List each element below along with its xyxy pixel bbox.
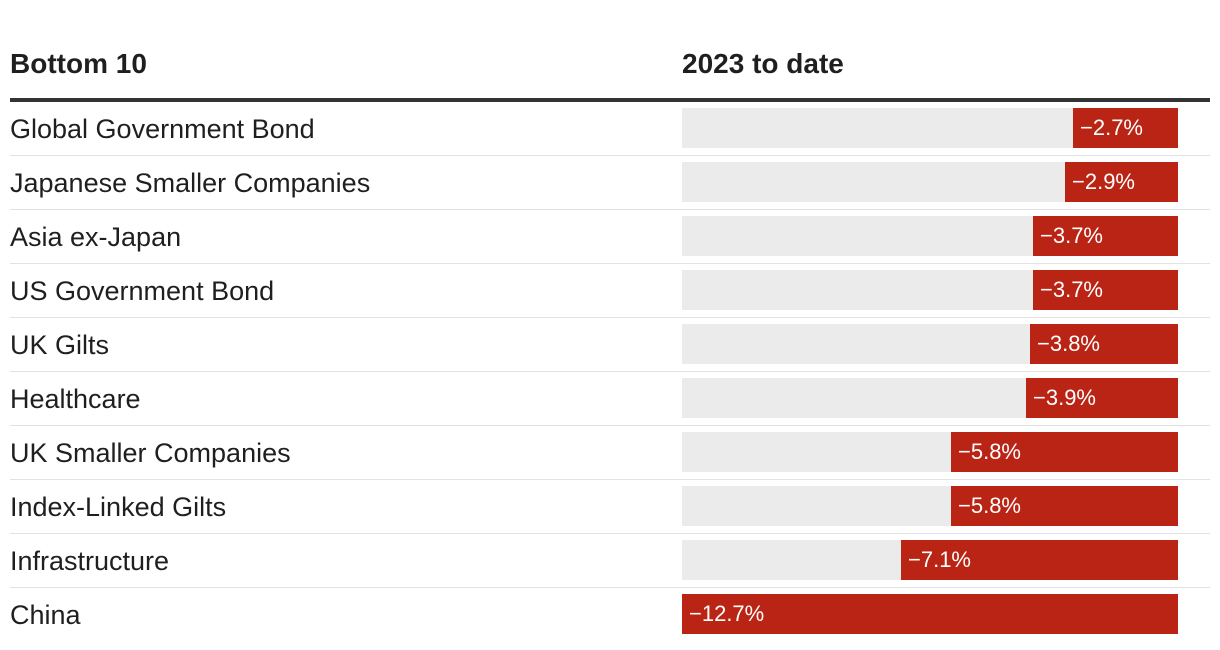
category-label: UK Gilts bbox=[10, 330, 110, 360]
category-label: Index-Linked Gilts bbox=[10, 492, 227, 522]
bar bbox=[1065, 162, 1178, 202]
bar bbox=[682, 594, 1178, 634]
bar-chart: Bottom 10 2023 to date Global Government… bbox=[10, 0, 1210, 650]
bar bbox=[951, 432, 1178, 472]
bar-track: −5.8% bbox=[682, 432, 1178, 472]
chart-row: Index-Linked Gilts −5.8% bbox=[10, 480, 1210, 534]
bar-value-label: −5.8% bbox=[958, 493, 1021, 518]
chart-row: Infrastructure −7.1% bbox=[10, 534, 1210, 588]
bar-value-label: −2.9% bbox=[1072, 169, 1135, 194]
bar-value-label: −7.1% bbox=[908, 547, 971, 572]
chart-row: Global Government Bond −2.7% bbox=[10, 102, 1210, 156]
bar-value-label: −5.8% bbox=[958, 439, 1021, 464]
bar-track: −2.9% bbox=[682, 162, 1178, 202]
category-label: Japanese Smaller Companies bbox=[10, 168, 371, 198]
category-label: Healthcare bbox=[10, 384, 141, 414]
category-label: Global Government Bond bbox=[10, 114, 315, 144]
chart-row: UK Gilts −3.8% bbox=[10, 318, 1210, 372]
category-label: China bbox=[10, 600, 81, 630]
chart-header: Bottom 10 2023 to date bbox=[10, 44, 1210, 84]
bar-value-label: −3.8% bbox=[1037, 331, 1100, 356]
chart-row: China −12.7% bbox=[10, 588, 1210, 642]
chart-row: Healthcare −3.9% bbox=[10, 372, 1210, 426]
bar-track: −3.9% bbox=[682, 378, 1178, 418]
bar-value-label: −3.9% bbox=[1033, 385, 1096, 410]
chart-row: Japanese Smaller Companies −2.9% bbox=[10, 156, 1210, 210]
bar-value-label: −3.7% bbox=[1040, 223, 1103, 248]
bar-track: −7.1% bbox=[682, 540, 1178, 580]
header-divider bbox=[10, 98, 1210, 102]
category-label: Infrastructure bbox=[10, 546, 170, 576]
value-column-header: 2023 to date bbox=[682, 48, 844, 79]
bar bbox=[951, 486, 1178, 526]
bar-track: −2.7% bbox=[682, 108, 1178, 148]
bar bbox=[1033, 270, 1178, 310]
category-label: UK Smaller Companies bbox=[10, 438, 291, 468]
category-label: Asia ex-Japan bbox=[10, 222, 182, 252]
bar bbox=[901, 540, 1178, 580]
chart-row: UK Smaller Companies −5.8% bbox=[10, 426, 1210, 480]
bar bbox=[1026, 378, 1178, 418]
bar bbox=[1073, 108, 1178, 148]
bar-track: −3.7% bbox=[682, 216, 1178, 256]
category-label: US Government Bond bbox=[10, 276, 275, 306]
bar bbox=[1033, 216, 1178, 256]
bar-track: −12.7% bbox=[682, 594, 1178, 634]
bar-value-label: −12.7% bbox=[689, 601, 765, 626]
category-column-header: Bottom 10 bbox=[10, 48, 147, 79]
bar-value-label: −3.7% bbox=[1040, 277, 1103, 302]
chart-row: US Government Bond −3.7% bbox=[10, 264, 1210, 318]
bar-track: −5.8% bbox=[682, 486, 1178, 526]
bar-track: −3.8% bbox=[682, 324, 1178, 364]
bar-track: −3.7% bbox=[682, 270, 1178, 310]
chart-row: Asia ex-Japan −3.7% bbox=[10, 210, 1210, 264]
bar bbox=[1030, 324, 1178, 364]
bar-value-label: −2.7% bbox=[1080, 115, 1143, 140]
chart-rows: Global Government Bond −2.7% Japanese Smal… bbox=[10, 102, 1210, 642]
